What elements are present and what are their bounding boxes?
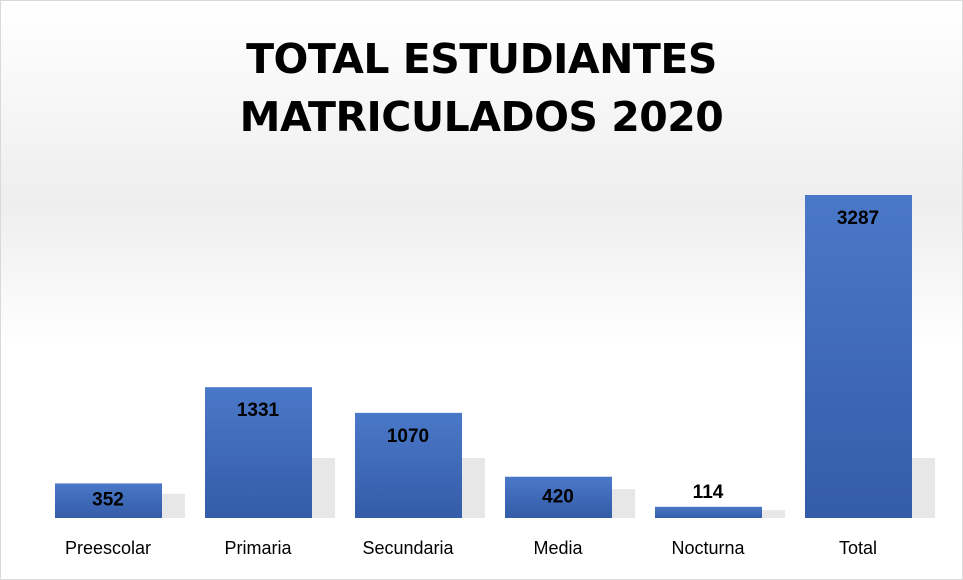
x-tick-label: Preescolar [65, 538, 151, 558]
bar [655, 506, 762, 518]
bar-shadow [311, 458, 335, 518]
bar [55, 483, 162, 518]
x-tick-label: Nocturna [671, 538, 745, 558]
data-label: 3287 [837, 208, 879, 229]
bar-shadow [161, 493, 185, 518]
bar-shadow [611, 489, 635, 518]
chart-title: TOTAL ESTUDIANTES MATRICULADOS 2020 [239, 35, 724, 141]
data-label: 420 [542, 486, 574, 507]
bar-shadow [761, 510, 785, 518]
x-tick-label: Secundaria [362, 538, 454, 558]
bar-shadow [911, 458, 935, 518]
data-label: 114 [693, 482, 724, 503]
x-tick-label: Total [839, 538, 877, 558]
bar [505, 476, 612, 518]
data-label: 352 [92, 490, 124, 511]
bar [805, 195, 912, 518]
x-tick-label: Primaria [224, 538, 292, 558]
bar [355, 412, 462, 518]
bar [205, 387, 312, 518]
data-label: 1331 [237, 400, 280, 421]
data-label: 1070 [387, 426, 429, 447]
bar-shadow [461, 458, 485, 518]
x-tick-label: Media [533, 538, 583, 558]
